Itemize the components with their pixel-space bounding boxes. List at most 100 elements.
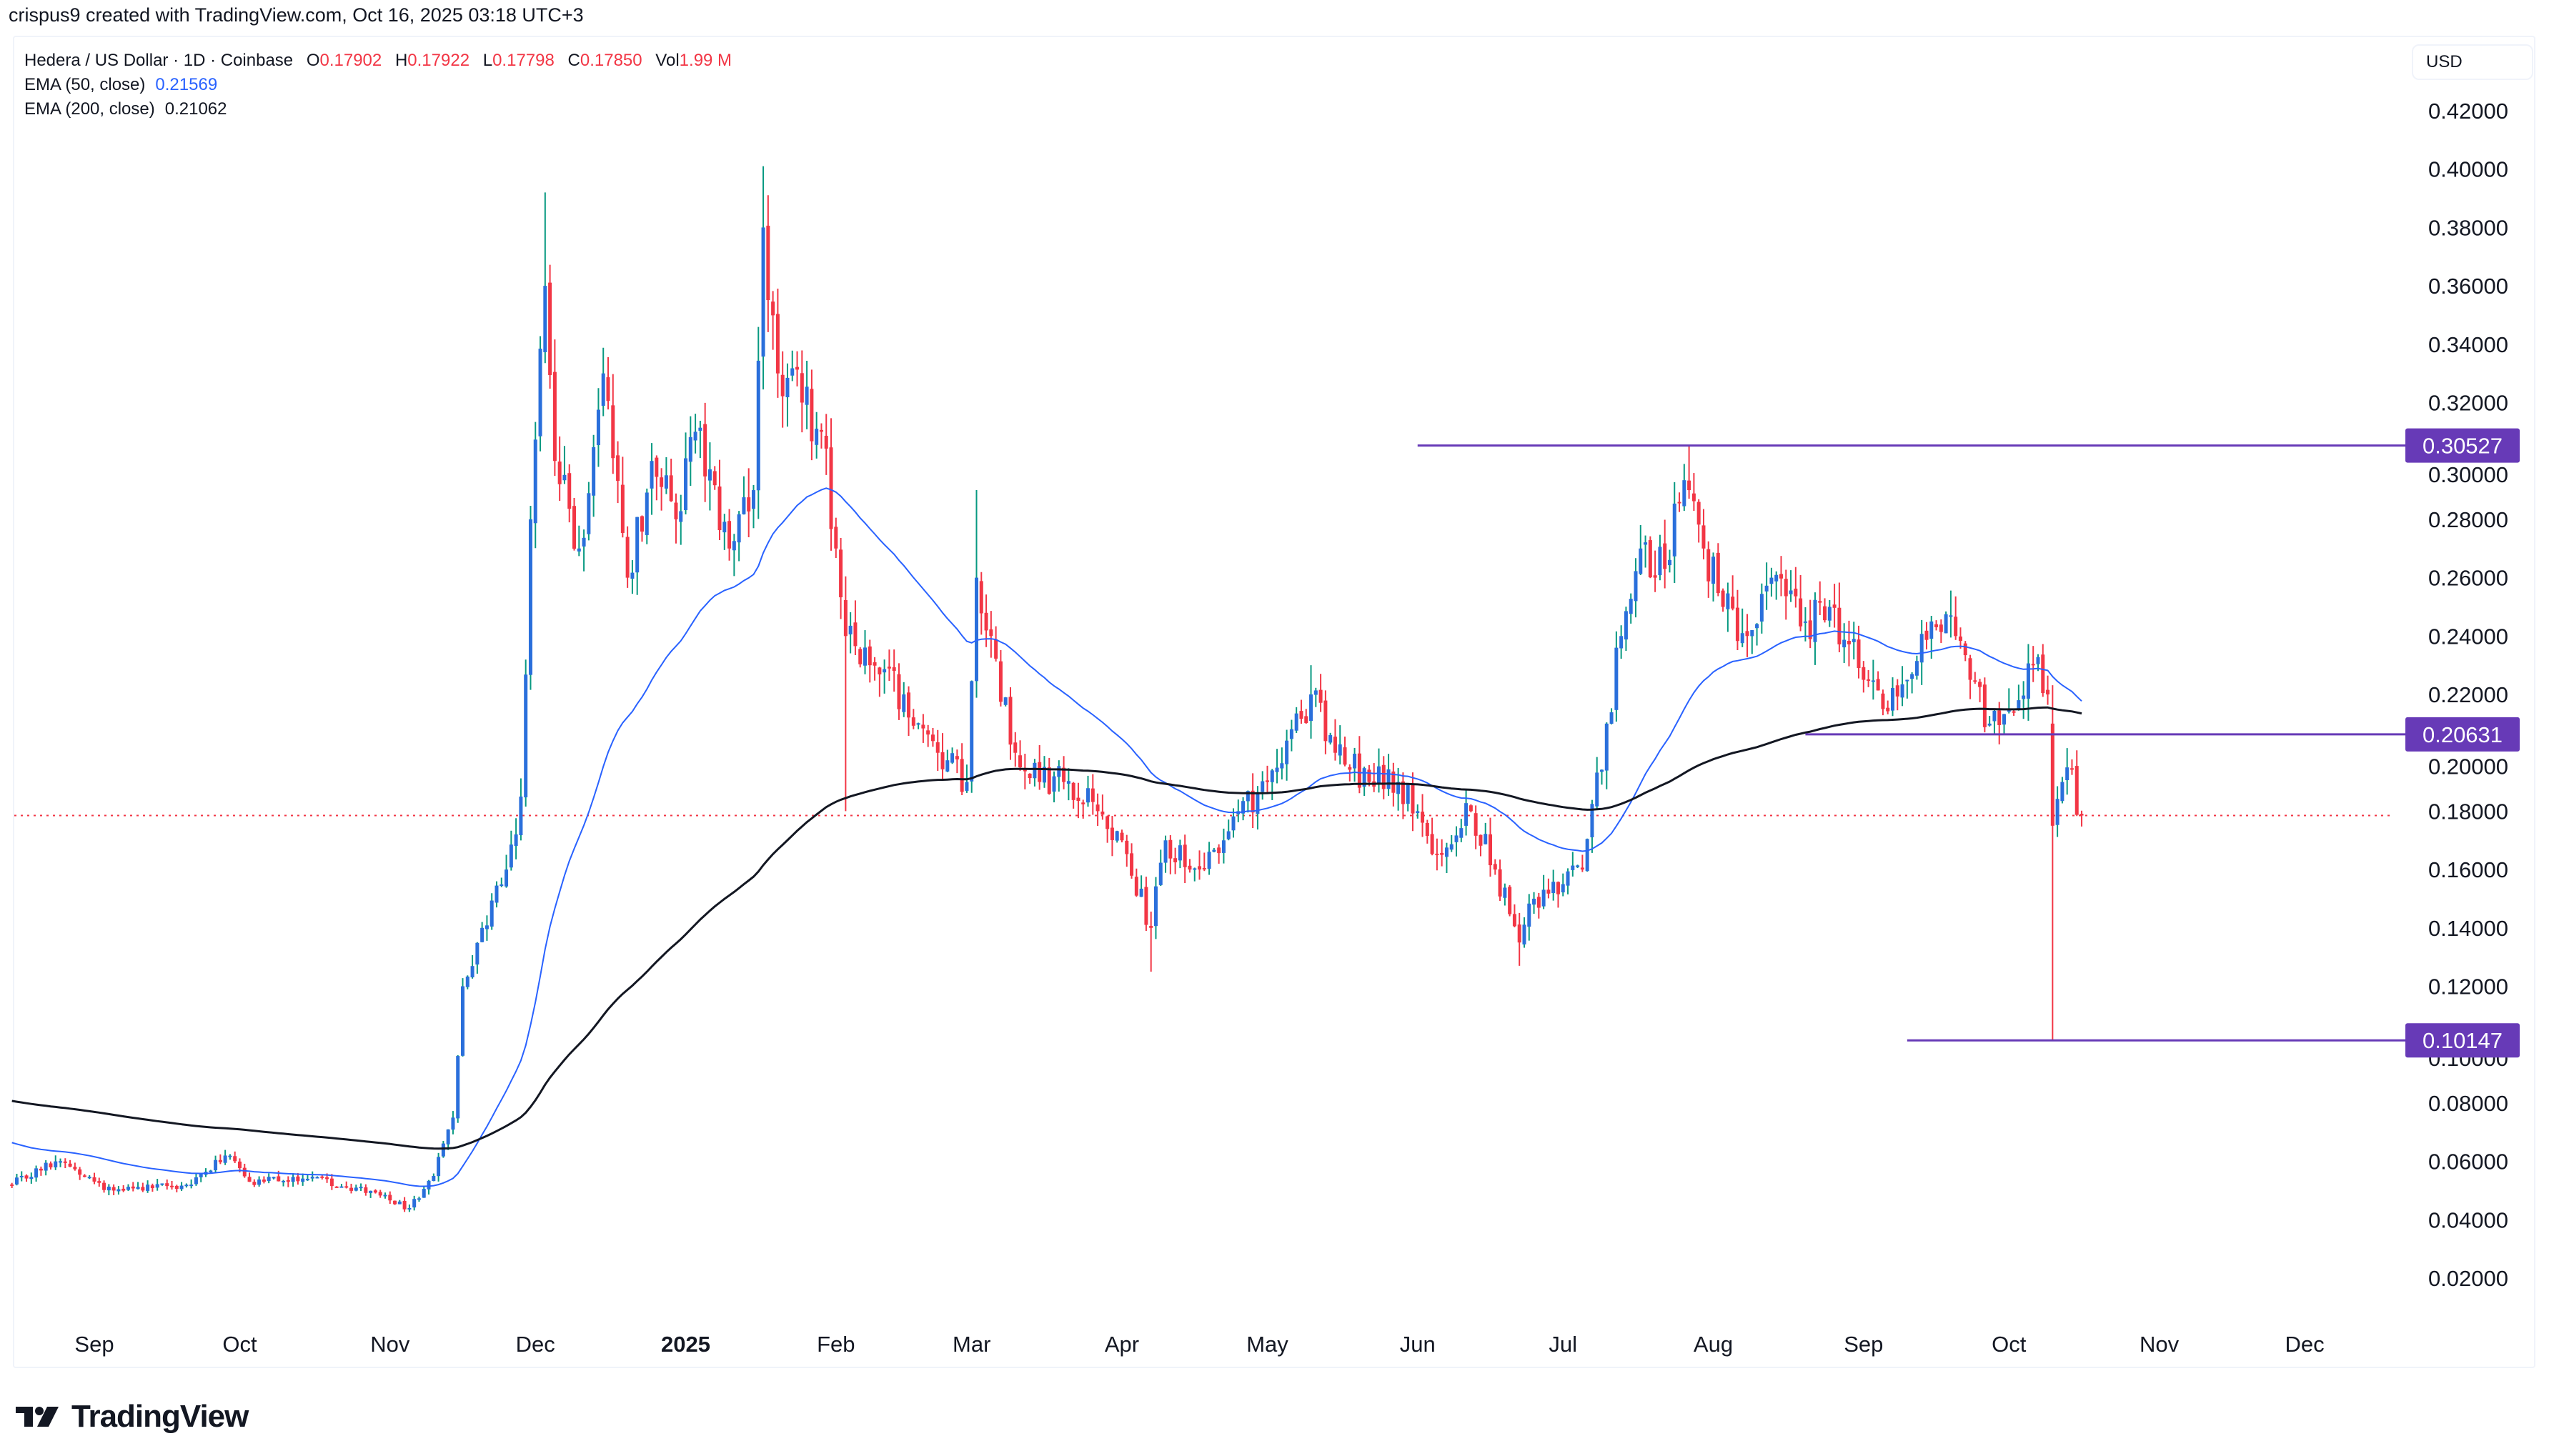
candle-body <box>800 373 804 403</box>
candle <box>1614 631 1619 722</box>
time-tick-label: Sep <box>74 1332 114 1357</box>
candle-body <box>2031 664 2035 666</box>
candle-body <box>1619 636 1624 649</box>
candle-body <box>2022 695 2026 699</box>
candle <box>1173 847 1178 874</box>
candle <box>552 339 557 477</box>
candle <box>1294 707 1298 733</box>
candle <box>369 1190 373 1198</box>
candle <box>790 350 795 382</box>
candle-body <box>369 1190 373 1193</box>
candle <box>1168 834 1173 874</box>
candle <box>2080 810 2084 827</box>
candle-body <box>73 1167 77 1170</box>
chart-frame <box>13 36 2535 1368</box>
candle-body <box>1285 740 1289 764</box>
candle <box>1120 829 1124 843</box>
candle-body <box>320 1176 324 1178</box>
candle-body <box>1731 597 1735 609</box>
candle <box>1895 679 1899 711</box>
time-tick-label: Feb <box>817 1332 855 1357</box>
candle-body <box>998 661 1003 702</box>
candle-body <box>577 548 581 552</box>
candle <box>2060 777 2064 804</box>
candle <box>359 1183 363 1192</box>
candle-body <box>1876 679 1880 691</box>
candle-body <box>1033 762 1037 779</box>
legend-ema50[interactable]: EMA (50, close) 0.21569 <box>24 73 732 97</box>
candle <box>329 1174 334 1190</box>
candle-body <box>1600 769 1604 772</box>
candle-body <box>2050 723 2054 826</box>
candle <box>189 1179 194 1189</box>
ema50-label: EMA (50, close) <box>24 75 146 94</box>
candle-body <box>2080 814 2084 816</box>
candle-body <box>1353 754 1357 769</box>
candle <box>1033 759 1037 787</box>
candle <box>305 1175 309 1181</box>
price-tick-label: 0.24000 <box>2428 624 2508 649</box>
candle <box>1799 574 1803 632</box>
open-label: O <box>306 51 320 70</box>
candle-body <box>688 437 692 462</box>
candle <box>819 423 823 449</box>
candle-body <box>907 692 911 718</box>
candle-body <box>1837 607 1842 644</box>
candle <box>1416 804 1420 819</box>
candle <box>291 1173 295 1187</box>
candle <box>1842 623 1847 663</box>
price-tick-label: 0.36000 <box>2428 274 2508 299</box>
candle <box>1735 589 1739 650</box>
candle-body <box>1755 624 1759 629</box>
currency-selector[interactable]: USD <box>2412 44 2533 80</box>
candle <box>485 915 489 941</box>
legend-ema200[interactable]: EMA (200, close) 0.21062 <box>24 97 732 121</box>
candle-body <box>1503 887 1507 898</box>
candle <box>63 1158 67 1169</box>
candle <box>223 1150 227 1165</box>
candle-body <box>1076 797 1080 802</box>
candle <box>446 1129 450 1150</box>
candle <box>1386 754 1391 797</box>
candle-body <box>1173 858 1178 862</box>
candle <box>500 877 504 887</box>
candle-body <box>775 314 780 374</box>
candle-body <box>751 490 755 509</box>
candle <box>59 1158 63 1167</box>
candle-body <box>989 629 993 637</box>
candle-body <box>14 1177 19 1185</box>
candle <box>587 482 591 541</box>
candle-body <box>843 600 848 637</box>
candle <box>407 1204 412 1212</box>
candle <box>39 1166 43 1176</box>
candle-body <box>301 1178 305 1182</box>
candle-body <box>795 367 800 370</box>
close-value: 0.17850 <box>580 51 642 70</box>
candle-body <box>334 1186 339 1188</box>
candle-body <box>1750 630 1754 637</box>
candle <box>1658 534 1662 581</box>
candle <box>1978 679 1982 702</box>
candle-body <box>596 409 600 445</box>
candle-body <box>1910 674 1914 679</box>
candle <box>1435 838 1439 871</box>
price-tick-label: 0.34000 <box>2428 332 2508 357</box>
candle-body <box>1381 764 1386 789</box>
candle-body <box>1852 639 1856 642</box>
candle <box>1721 588 1725 612</box>
candle-body <box>1338 744 1342 756</box>
candle <box>805 360 809 429</box>
candle-body <box>1895 685 1899 697</box>
candle <box>1163 835 1168 873</box>
candle <box>1028 773 1032 784</box>
candle-body <box>1813 599 1817 642</box>
price-tick-label: 0.18000 <box>2428 799 2508 824</box>
candle-body <box>1430 834 1434 854</box>
candle-body <box>1634 571 1638 602</box>
candle-body <box>490 900 494 927</box>
candle-body <box>552 372 557 462</box>
candle <box>1512 904 1516 927</box>
candle <box>1198 850 1202 880</box>
candle-body <box>1047 767 1051 794</box>
